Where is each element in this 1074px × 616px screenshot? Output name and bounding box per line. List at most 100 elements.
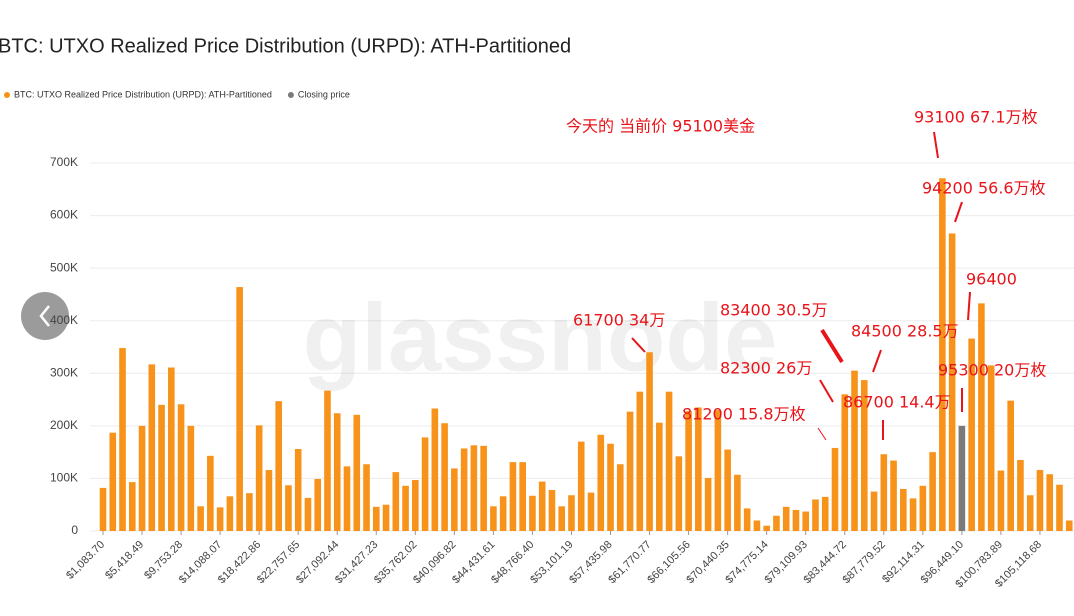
bar bbox=[402, 485, 409, 531]
chart-title: BTC: UTXO Realized Price Distribution (U… bbox=[0, 35, 571, 57]
bar bbox=[148, 364, 156, 531]
bar bbox=[577, 441, 585, 531]
bar bbox=[197, 506, 204, 531]
bar bbox=[714, 410, 722, 531]
y-tick-label: 600K bbox=[50, 208, 78, 222]
bar bbox=[1056, 484, 1063, 531]
bar bbox=[1007, 400, 1014, 531]
bar bbox=[568, 495, 575, 531]
arrow bbox=[954, 201, 963, 223]
bar bbox=[704, 477, 712, 531]
bar bbox=[616, 464, 624, 531]
bar bbox=[880, 454, 888, 531]
bar bbox=[792, 509, 800, 531]
bar bbox=[626, 411, 634, 531]
bar bbox=[304, 497, 312, 531]
annotation: 86700 14.4万 bbox=[843, 393, 951, 412]
annotation-arrows bbox=[631, 131, 971, 441]
bar bbox=[812, 499, 819, 531]
arrow bbox=[872, 349, 882, 373]
bar bbox=[1036, 470, 1044, 531]
y-tick-label: 200K bbox=[50, 418, 78, 432]
annotation: 61700 34万 bbox=[573, 311, 665, 330]
y-tick-label: 700K bbox=[50, 155, 78, 169]
bar bbox=[265, 470, 273, 531]
arrow bbox=[967, 291, 971, 321]
bar bbox=[324, 390, 331, 531]
bar bbox=[412, 480, 419, 531]
arrow bbox=[631, 337, 646, 353]
bar bbox=[353, 414, 361, 531]
bar bbox=[168, 367, 175, 531]
bar bbox=[675, 456, 683, 531]
arrow bbox=[933, 131, 939, 159]
bar bbox=[587, 492, 595, 531]
bar bbox=[431, 408, 439, 531]
bar bbox=[929, 452, 936, 531]
bar bbox=[870, 491, 878, 531]
bar bbox=[158, 404, 165, 531]
bar bbox=[119, 348, 126, 531]
bar bbox=[948, 233, 956, 531]
bar bbox=[470, 445, 478, 531]
bar bbox=[695, 407, 702, 531]
bar bbox=[314, 478, 322, 531]
bar bbox=[538, 481, 546, 531]
arrow bbox=[819, 379, 834, 403]
bar bbox=[441, 423, 448, 531]
bar bbox=[509, 462, 517, 531]
annotation: 93100 67.1万枚 bbox=[914, 108, 1038, 127]
bar bbox=[900, 488, 907, 531]
y-tick-label: 400K bbox=[50, 313, 78, 327]
bar bbox=[841, 394, 849, 531]
bar bbox=[372, 506, 380, 531]
bar bbox=[1026, 495, 1034, 531]
bar bbox=[636, 391, 644, 531]
bar bbox=[958, 425, 966, 531]
bar bbox=[363, 464, 370, 531]
bar bbox=[451, 468, 458, 531]
annotation: 今天的 当前价 95100美金 bbox=[566, 117, 755, 136]
bar bbox=[294, 448, 302, 531]
bar bbox=[548, 489, 556, 531]
arrow bbox=[817, 427, 827, 441]
bar bbox=[734, 474, 741, 531]
bar bbox=[773, 515, 780, 531]
bar bbox=[421, 437, 429, 531]
bar bbox=[607, 443, 614, 531]
bar bbox=[529, 495, 536, 531]
y-tick-label: 0 bbox=[71, 523, 78, 537]
chevron-icon bbox=[39, 305, 50, 327]
bar bbox=[382, 504, 390, 531]
annotation: 95300 20万枚 bbox=[938, 361, 1046, 380]
bar bbox=[460, 448, 468, 531]
annotation: 94200 56.6万枚 bbox=[922, 179, 1046, 198]
bar bbox=[743, 508, 751, 531]
legend-swatch bbox=[4, 92, 10, 98]
bar bbox=[978, 303, 985, 531]
bar bbox=[763, 525, 770, 531]
bar bbox=[782, 506, 790, 531]
bar bbox=[138, 425, 146, 531]
bar bbox=[685, 411, 692, 531]
annotation: 81200 15.8万枚 bbox=[682, 405, 806, 424]
bar bbox=[831, 447, 839, 531]
annotation: 84500 28.5万 bbox=[851, 322, 959, 341]
annotation: 96400 bbox=[966, 270, 1017, 289]
bar bbox=[597, 434, 605, 531]
legend-label: Closing price bbox=[298, 89, 350, 99]
legend-swatch bbox=[287, 92, 294, 98]
bar bbox=[207, 455, 214, 531]
bar bbox=[226, 496, 234, 531]
bar bbox=[1065, 520, 1073, 531]
bar bbox=[939, 178, 946, 531]
back-button[interactable] bbox=[21, 292, 69, 340]
watermark: glassnode bbox=[303, 284, 778, 391]
bar bbox=[490, 506, 497, 531]
y-tick-label: 300K bbox=[50, 365, 78, 379]
bar bbox=[656, 422, 663, 531]
bar bbox=[499, 496, 507, 531]
bar bbox=[802, 511, 810, 531]
